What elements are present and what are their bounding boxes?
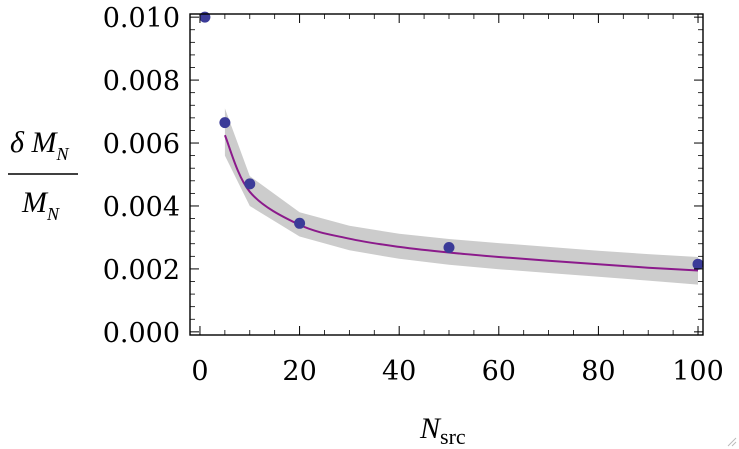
x-tick-label: 60 bbox=[482, 356, 516, 387]
x-tick-labels: 0 20 40 60 80 100 bbox=[191, 356, 723, 387]
x-axis-label-sub: src bbox=[440, 424, 466, 449]
y-tick-label: 0.008 bbox=[103, 66, 180, 97]
data-point bbox=[244, 178, 256, 190]
data-point bbox=[199, 11, 211, 23]
y-tick-label: 0.004 bbox=[103, 192, 180, 223]
data-point bbox=[443, 242, 455, 253]
y-tick-labels: 0.000 0.002 0.004 0.006 0.008 0.010 bbox=[103, 3, 180, 349]
y-axis-label-numerator: δ MN bbox=[10, 126, 69, 164]
resize-corner-icon bbox=[727, 437, 737, 447]
data-points-layer bbox=[199, 11, 704, 270]
y-tick-label: 0.002 bbox=[103, 255, 180, 286]
data-point bbox=[692, 258, 704, 270]
x-tick-label: 0 bbox=[191, 356, 208, 387]
x-tick-label: 40 bbox=[382, 356, 416, 387]
data-point bbox=[219, 117, 231, 129]
x-tick-label: 100 bbox=[672, 356, 724, 387]
x-axis-label-main: N bbox=[419, 412, 442, 445]
y-tick-label: 0.000 bbox=[103, 318, 180, 349]
y-tick-label: 0.010 bbox=[103, 3, 180, 34]
y-axis-label-denominator: MN bbox=[21, 186, 60, 224]
error-band-layer bbox=[224, 108, 698, 285]
y-axis-label: δ MN MN bbox=[8, 126, 78, 224]
x-tick-label: 20 bbox=[282, 356, 316, 387]
data-point bbox=[294, 217, 306, 229]
x-axis-label: Nsrc bbox=[419, 412, 466, 449]
x-tick-label: 80 bbox=[581, 356, 615, 387]
error-band bbox=[224, 108, 698, 285]
y-tick-label: 0.006 bbox=[103, 129, 180, 160]
plot-frame bbox=[189, 13, 704, 336]
ticks-layer bbox=[190, 14, 703, 335]
